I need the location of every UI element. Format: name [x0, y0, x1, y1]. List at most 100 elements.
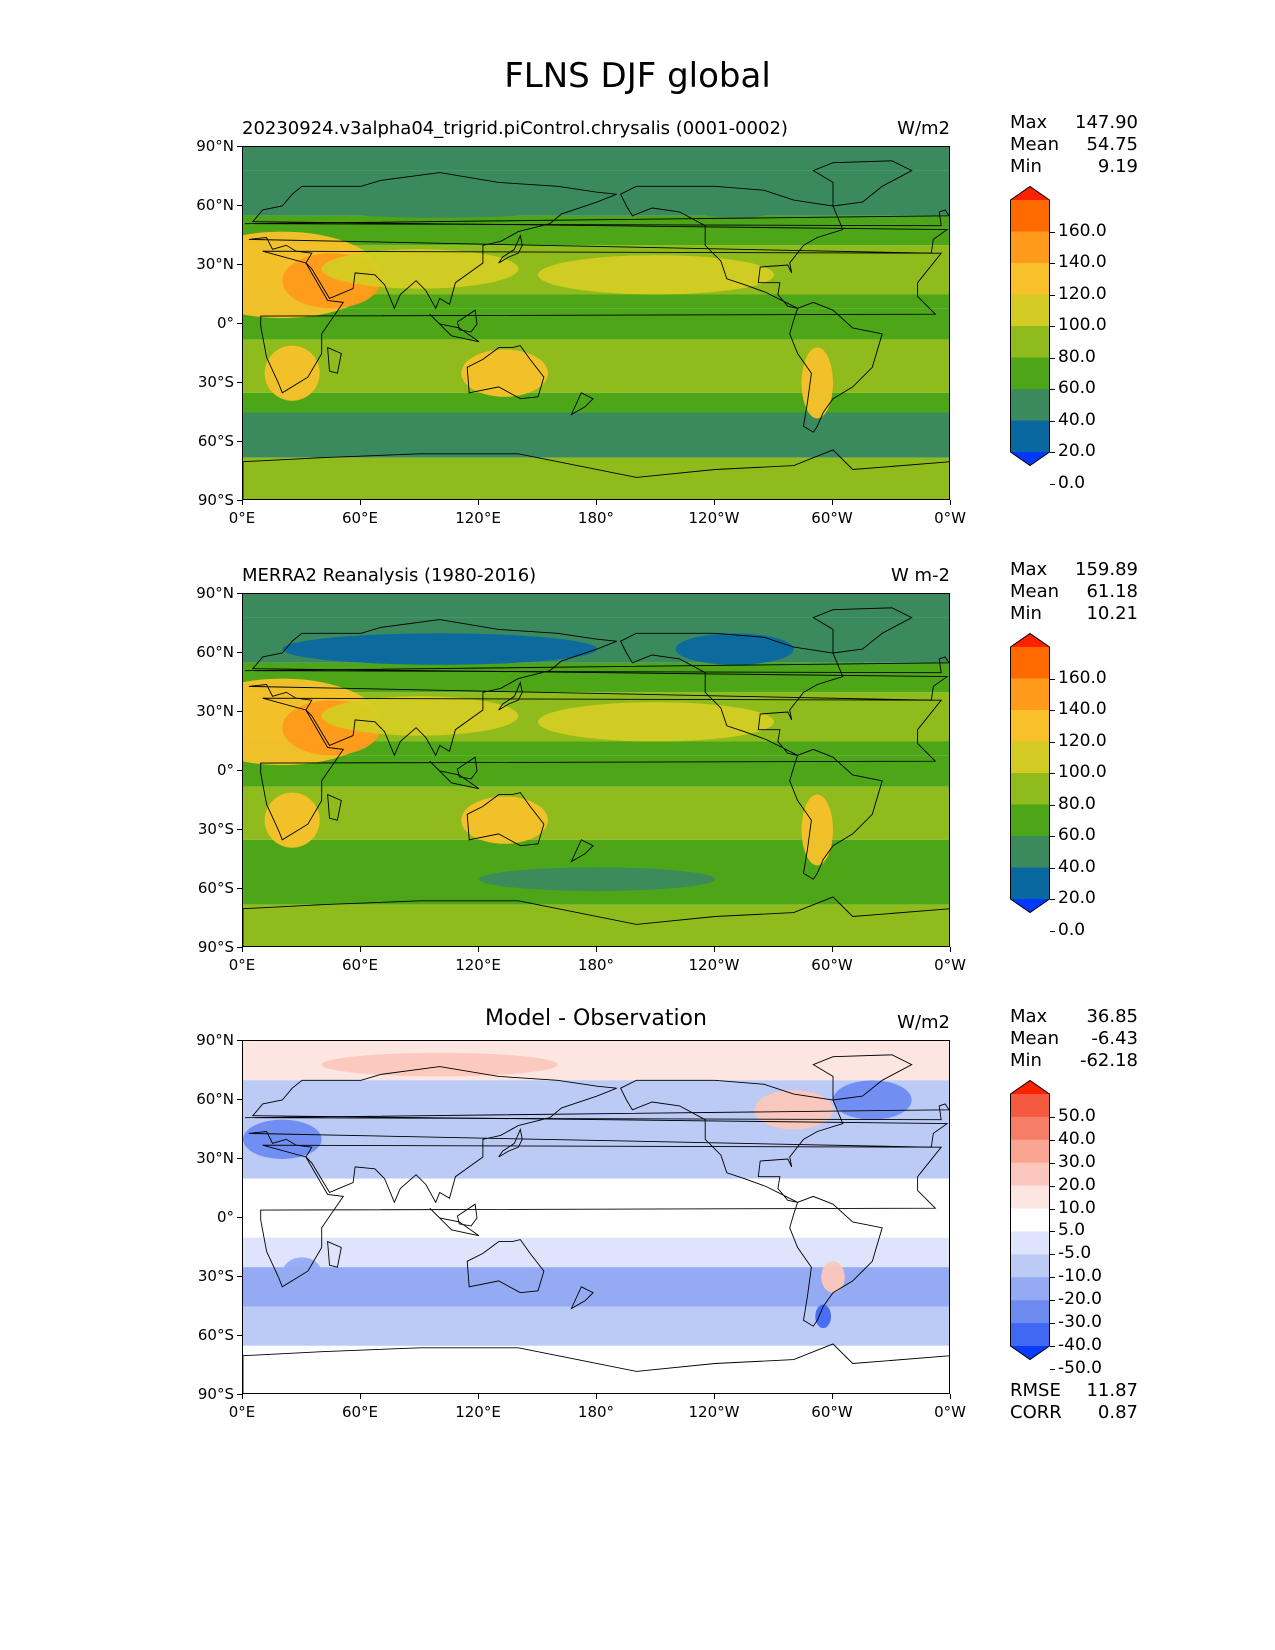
lat-tick-label: 90°S: [197, 491, 234, 509]
stat-row: Max 36.85: [1010, 1006, 1138, 1028]
colorbar-label: 40.0: [1058, 1128, 1096, 1149]
colorbar-obs: [1010, 632, 1052, 919]
lat-tick-mark: [237, 323, 242, 324]
lon-tick-label: 0°W: [934, 509, 966, 527]
coastline-africa: [260, 1144, 943, 1288]
colorbar-tick: [1050, 1368, 1055, 1370]
colorbar-label: 50.0: [1058, 1105, 1096, 1126]
coastline-africa: [260, 250, 943, 394]
lat-tick-label: 60°S: [197, 432, 234, 450]
colorbar-tick: [1050, 263, 1055, 264]
stat-label: RMSE: [1010, 1380, 1061, 1401]
colorbar-tick: [1050, 741, 1055, 743]
stat-value: 11.87: [1086, 1380, 1138, 1401]
stat-value: 147.90: [1075, 112, 1138, 133]
field-band: [243, 1237, 949, 1268]
coastline-south_america: [789, 301, 883, 433]
colorbar-tick: [1050, 1208, 1055, 1210]
colorbar-label: 80.0: [1058, 793, 1096, 814]
coastline-greenland: [812, 607, 913, 654]
colorbar-tick: [1050, 452, 1055, 453]
colorbar-tick: [1050, 1346, 1055, 1347]
lon-tick-label: 120°W: [688, 956, 740, 974]
lat-tick-mark: [237, 711, 242, 712]
coastline-north_america: [619, 1079, 844, 1203]
field-band: [243, 904, 949, 946]
colorbar-tick: [1050, 899, 1055, 900]
stat-row: Mean 61.18: [1010, 581, 1138, 603]
colorbar-extend-top: [1010, 186, 1050, 200]
lat-tick-mark: [237, 888, 242, 889]
field-blob: [321, 1052, 558, 1077]
coastline-japan: [498, 233, 523, 264]
lon-tick-label: 120°E: [455, 509, 501, 527]
figure-title: FLNS DJF global: [504, 56, 771, 96]
lat-tick-mark: [237, 947, 242, 948]
field-band: [243, 147, 949, 171]
lon-tick-mark: [242, 500, 243, 505]
lat-tick-label: 30°S: [197, 1267, 234, 1285]
lon-tick-mark: [478, 1394, 479, 1399]
lat-tick-label: 60°S: [197, 1326, 234, 1344]
lon-tick-mark: [596, 500, 597, 505]
colorbar-segment: [1010, 1094, 1050, 1118]
colorbar-segment: [1010, 773, 1050, 805]
lon-tick-label: 120°E: [455, 1403, 501, 1421]
colorbar-label: 20.0: [1058, 888, 1096, 908]
colorbar-tick: [1050, 1254, 1055, 1256]
colorbar-segment: [1010, 710, 1050, 742]
colorbar: [1010, 1079, 1050, 1361]
panel-title: Model - Observation: [485, 1006, 707, 1031]
colorbar-outline: [1010, 632, 1050, 914]
lat-tick-label: 90°N: [196, 1031, 234, 1049]
lat-tick-label: 30°N: [196, 702, 234, 720]
coastline-greenland: [812, 160, 913, 207]
field-band: [243, 786, 949, 840]
coastline-antarctica: [243, 449, 949, 499]
colorbar-segment: [1010, 1231, 1050, 1255]
stats-block: Max 147.90 Mean 54.75 Min 9.19: [1010, 112, 1138, 178]
field-blob: [321, 696, 519, 736]
coastline-japan: [498, 1127, 523, 1158]
lon-tick-label: 60°E: [341, 509, 379, 527]
coastline-nz: [570, 839, 594, 863]
field-layer: [243, 594, 949, 946]
coastline-uk: [244, 209, 949, 227]
colorbar-model: [1010, 185, 1052, 472]
field-blob: [815, 1304, 832, 1329]
lat-tick-mark: [237, 382, 242, 383]
lon-tick-label: 180°: [577, 956, 615, 974]
field-blob: [538, 255, 774, 295]
colorbar-tick: [1050, 326, 1055, 327]
lon-tick-label: 180°: [577, 1403, 615, 1421]
lon-tick-label: 120°W: [688, 509, 740, 527]
field-blob: [833, 1080, 912, 1120]
field-blob: [675, 186, 794, 218]
colorbar-label: 160.0: [1058, 220, 1107, 241]
coastline-europe_asia: [248, 172, 949, 310]
stat-label: Max: [1010, 559, 1048, 580]
coastline-north_america: [619, 185, 844, 309]
field-band: [243, 755, 949, 787]
lon-tick-label: 0°W: [934, 1403, 966, 1421]
lat-tick-mark: [237, 1158, 242, 1159]
stat-label: Max: [1010, 1006, 1048, 1027]
lat-tick-label: 30°N: [196, 255, 234, 273]
field-blob: [479, 867, 715, 891]
stat-row: CORR 0.87: [1010, 1402, 1138, 1424]
map-obs: [242, 593, 950, 947]
colorbar-label: 0.0: [1058, 472, 1086, 493]
colorbar-segment: [1010, 1254, 1050, 1278]
field-band: [243, 1178, 949, 1199]
stat-label: Mean: [1010, 581, 1060, 602]
field-band: [243, 339, 949, 393]
lon-tick-mark: [714, 947, 715, 952]
field-blob: [243, 1119, 322, 1159]
field-blob: [675, 633, 794, 665]
lat-tick-label: 90°N: [196, 584, 234, 602]
colorbar-label: -40.0: [1058, 1335, 1102, 1355]
panel-units: W/m2: [897, 118, 950, 139]
lat-tick-mark: [237, 441, 242, 442]
stat-row: Max 147.90: [1010, 112, 1138, 134]
lat-tick-label: 60°S: [197, 879, 234, 897]
